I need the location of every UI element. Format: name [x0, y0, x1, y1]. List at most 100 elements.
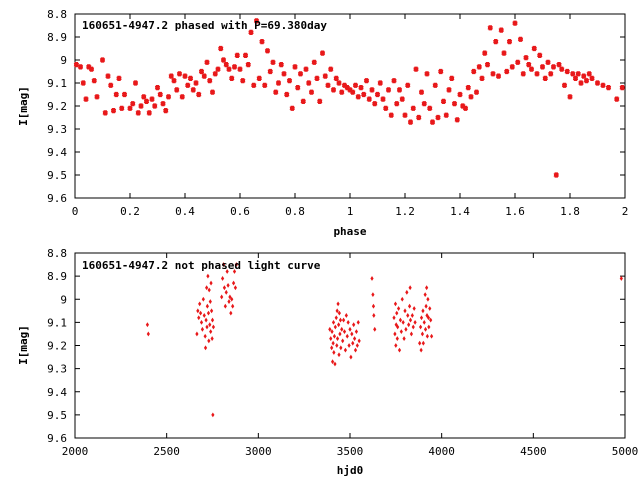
data-point [605, 85, 612, 91]
data-point [229, 310, 233, 316]
data-point [372, 313, 376, 318]
y-tick-label: 9.5 [47, 409, 67, 422]
data-point [245, 62, 251, 68]
data-point [182, 73, 188, 79]
data-point [303, 66, 309, 72]
data-point [354, 329, 359, 335]
y-tick-label: 9.1 [47, 77, 67, 90]
data-point [334, 315, 338, 321]
data-point [429, 119, 436, 125]
data-point [205, 303, 209, 309]
data-point [356, 319, 360, 325]
x-tick-label: 2 [622, 205, 629, 218]
data-point [174, 87, 180, 93]
data-point [395, 310, 399, 316]
data-point [127, 105, 133, 111]
x-tick-label: 1.8 [560, 205, 580, 218]
data-point [394, 101, 400, 107]
data-point [468, 94, 474, 100]
data-point [344, 313, 348, 318]
data-point [333, 361, 337, 367]
data-point [397, 347, 402, 353]
data-point [355, 343, 359, 348]
data-point [337, 322, 341, 328]
data-point [428, 306, 432, 311]
data-point [234, 262, 238, 267]
data-point [224, 289, 228, 295]
data-point [210, 336, 214, 341]
data-point [419, 315, 424, 321]
data-point [506, 39, 513, 45]
y-tick-label: 9 [60, 293, 67, 306]
data-point [286, 78, 293, 84]
data-point [264, 48, 271, 54]
data-point [473, 89, 480, 95]
data-point [337, 352, 341, 358]
data-point [231, 280, 236, 286]
data-point [259, 39, 265, 45]
data-point [208, 299, 212, 304]
phased-plot-xlabel: phase [333, 225, 366, 238]
data-point [358, 85, 364, 91]
data-point [145, 322, 150, 328]
data-point [348, 326, 352, 332]
data-point [581, 73, 587, 79]
data-point [394, 343, 398, 348]
data-point [193, 80, 199, 86]
x-tick-label: 0.4 [175, 205, 195, 218]
data-point [380, 96, 386, 102]
unphased-plot-title: 160651-4947.2 not phased light curve [82, 259, 321, 272]
data-point [207, 287, 211, 293]
data-point [564, 68, 570, 75]
data-point [335, 343, 339, 348]
data-point [353, 347, 358, 353]
data-point [225, 269, 229, 274]
data-point [215, 66, 221, 72]
data-point [421, 340, 425, 346]
data-point [205, 285, 209, 291]
data-point [405, 82, 411, 88]
data-point [398, 317, 403, 323]
data-point [424, 303, 428, 309]
data-point [333, 324, 337, 330]
x-tick-label: 0 [72, 205, 79, 218]
data-point [146, 110, 152, 116]
y-tick-label: 9.5 [47, 169, 67, 182]
data-point [515, 59, 521, 65]
data-point [332, 350, 336, 355]
data-point [80, 80, 86, 86]
data-point [413, 319, 417, 325]
data-point [423, 326, 428, 332]
data-point [408, 285, 412, 291]
data-point [273, 89, 279, 95]
y-tick-label: 9.4 [47, 386, 67, 399]
y-tick-label: 9.2 [47, 340, 67, 353]
data-point [401, 319, 405, 325]
data-point [498, 27, 504, 33]
data-point [396, 306, 401, 311]
data-point [589, 75, 595, 81]
data-point [146, 331, 150, 337]
data-point [322, 73, 328, 79]
data-point [426, 296, 430, 302]
y-tick-label: 8.9 [47, 270, 67, 283]
data-point [361, 91, 367, 98]
x-tick-label: 2000 [62, 445, 89, 458]
x-tick-label: 1.6 [505, 205, 525, 218]
data-point [425, 333, 429, 339]
data-point [553, 172, 559, 178]
data-point [275, 80, 282, 86]
data-point [297, 71, 304, 77]
data-point [333, 75, 339, 81]
y-tick-label: 9.4 [47, 146, 67, 159]
data-point [429, 333, 434, 339]
phased-plot-ticks: 0 0.2 0.4 0.6 0.8 1 1.2 1.4 1.6 1.8 2 8.8 8.9 9 9.1 9.2… [47, 8, 628, 218]
data-point [484, 62, 491, 68]
data-point [600, 82, 606, 88]
data-point [355, 94, 361, 100]
data-point [149, 96, 155, 102]
data-point [306, 80, 312, 86]
data-point [421, 101, 427, 107]
data-point [409, 331, 414, 337]
